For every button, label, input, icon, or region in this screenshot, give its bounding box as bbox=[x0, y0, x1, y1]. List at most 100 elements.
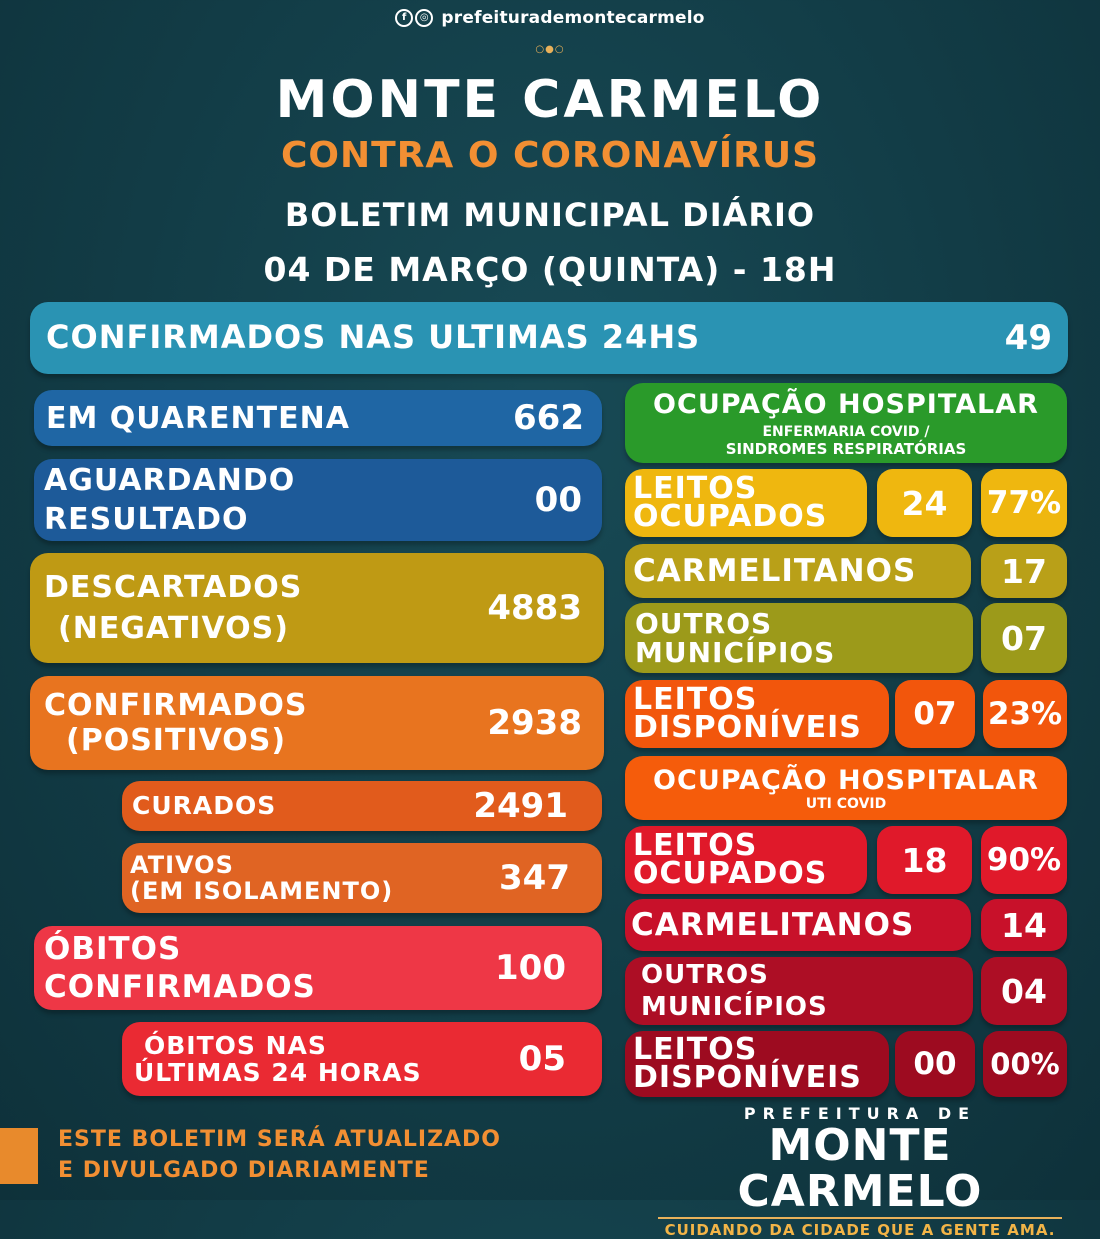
footer-accent-bar bbox=[0, 1128, 38, 1184]
uti-outros-line2: MUNICÍPIOS bbox=[641, 992, 828, 1022]
uti-title: OCUPAÇÃO HOSPITALAR bbox=[653, 764, 1039, 796]
brand-pre: PREFEITURA DE bbox=[743, 1104, 977, 1123]
uti-ocupados-line1: LEITOS bbox=[633, 827, 758, 863]
enf-carmelitanos-value: 17 bbox=[1001, 551, 1047, 591]
curados-card: CURADOS 2491 bbox=[122, 781, 602, 831]
descartados-label-line1: DESCARTADOS bbox=[44, 570, 303, 605]
enf-disponiveis-pct: 23% bbox=[987, 696, 1063, 732]
obitos-24h-label-line1: ÓBITOS NAS bbox=[144, 1030, 327, 1060]
enf-disponiveis-value: 07 bbox=[913, 696, 957, 732]
enf-carmelitanos-card: CARMELITANOS bbox=[625, 544, 971, 598]
facebook-icon: f bbox=[395, 9, 414, 27]
enfermaria-sub1: ENFERMARIA COVID / bbox=[762, 423, 930, 440]
confirmed-24h-label: CONFIRMADOS NAS ULTIMAS 24HS bbox=[46, 318, 701, 357]
enf-disponiveis-card: LEITOS DISPONÍVEIS bbox=[625, 680, 889, 748]
uti-carmelitanos-card: CARMELITANOS bbox=[625, 899, 971, 951]
enf-ocupados-line2: OCUPADOS bbox=[633, 499, 828, 534]
aguardando-label-line1: AGUARDANDO bbox=[44, 463, 296, 498]
confirmados-value: 2938 bbox=[487, 703, 582, 743]
obitos-value: 100 bbox=[495, 948, 566, 988]
enf-ocupados-pct-card: 77% bbox=[981, 469, 1067, 537]
enf-disponiveis-value-card: 07 bbox=[895, 680, 975, 748]
uti-leitos-ocupados-card: LEITOS OCUPADOS bbox=[625, 826, 867, 894]
enfermaria-title: OCUPAÇÃO HOSPITALAR bbox=[653, 388, 1039, 420]
enfermaria-sub2: SINDROMES RESPIRATÓRIAS bbox=[725, 439, 967, 458]
bulletin-title: BOLETIM MUNICIPAL DIÁRIO bbox=[284, 196, 816, 234]
footer-notice-line1: ESTE BOLETIM SERÁ ATUALIZADO bbox=[58, 1127, 502, 1152]
confirmed-24h-card: CONFIRMADOS NAS ULTIMAS 24HS 49 bbox=[30, 302, 1068, 374]
uti-disponiveis-pct: 00% bbox=[990, 1047, 1060, 1081]
enf-disponiveis-line2: DISPONÍVEIS bbox=[633, 710, 862, 745]
prefeitura-logo: PREFEITURA DE MONTE CARMELO CUIDANDO DA … bbox=[650, 1104, 1070, 1239]
descartados-value: 4883 bbox=[487, 588, 582, 628]
uti-ocupados-pct-card: 90% bbox=[981, 826, 1067, 894]
uti-header: OCUPAÇÃO HOSPITALAR UTI COVID bbox=[625, 756, 1067, 820]
ativos-card: ATIVOS (EM ISOLAMENTO) 347 bbox=[122, 843, 602, 913]
enf-outros-value-card: 07 bbox=[981, 603, 1067, 673]
enf-ocupados-line1: LEITOS bbox=[633, 470, 758, 506]
uti-outros-card: OUTROS MUNICÍPIOS bbox=[625, 957, 973, 1025]
enfermaria-header: OCUPAÇÃO HOSPITALAR ENFERMARIA COVID / S… bbox=[625, 383, 1067, 463]
uti-ocupados-value: 18 bbox=[901, 840, 948, 880]
uti-disponiveis-card: LEITOS DISPONÍVEIS bbox=[625, 1031, 889, 1097]
uti-disponiveis-line1: LEITOS bbox=[633, 1031, 758, 1067]
obitos-label-line1: ÓBITOS bbox=[44, 930, 182, 967]
uti-carmelitanos-value-card: 14 bbox=[981, 899, 1067, 951]
confirmados-label-line2: (POSITIVOS) bbox=[66, 723, 287, 758]
enf-disponiveis-pct-card: 23% bbox=[983, 680, 1067, 748]
enf-carmelitanos-label: CARMELITANOS bbox=[633, 552, 917, 589]
enf-outros-line2: MUNICÍPIOS bbox=[635, 636, 836, 669]
obitos-24h-card: ÓBITOS NAS ÚLTIMAS 24 HORAS 05 bbox=[122, 1022, 602, 1096]
uti-ocupados-pct: 90% bbox=[986, 842, 1062, 878]
uti-disponiveis-line2: DISPONÍVEIS bbox=[633, 1060, 862, 1095]
page-subtitle: CONTRA O CORONAVÍRUS bbox=[281, 135, 819, 176]
quarentena-card: EM QUARENTENA 662 bbox=[34, 390, 602, 446]
bulletin-date: 04 DE MARÇO (QUINTA) - 18H bbox=[263, 250, 837, 289]
uti-carmelitanos-label: CARMELITANOS bbox=[631, 906, 915, 943]
obitos-label-line2: CONFIRMADOS bbox=[44, 969, 316, 1005]
page-title: MONTE CARMELO bbox=[275, 70, 825, 130]
enf-outros-card: OUTROS MUNICÍPIOS bbox=[625, 603, 973, 673]
descartados-card: DESCARTADOS (NEGATIVOS) 4883 bbox=[30, 553, 604, 663]
ativos-label-line1: ATIVOS bbox=[130, 850, 234, 879]
quarentena-value: 662 bbox=[513, 398, 584, 438]
uti-disponiveis-value-card: 00 bbox=[895, 1031, 975, 1097]
footer-notice: ESTE BOLETIM SERÁ ATUALIZADO E DIVULGADO… bbox=[58, 1125, 501, 1187]
uti-ocupados-value-card: 18 bbox=[877, 826, 972, 894]
enf-ocupados-pct: 77% bbox=[986, 485, 1062, 521]
ativos-label-line2: (EM ISOLAMENTO) bbox=[130, 877, 394, 905]
curados-label: CURADOS bbox=[132, 791, 277, 821]
social-handle: f ◎ prefeiturademontecarmelo bbox=[0, 8, 1100, 28]
instagram-icon: ◎ bbox=[415, 9, 434, 27]
enf-outros-line1: OUTROS bbox=[635, 606, 773, 640]
ativos-value: 347 bbox=[499, 858, 570, 898]
enf-outros-value: 07 bbox=[1001, 618, 1047, 658]
obitos-24h-label-line2: ÚLTIMAS 24 HORAS bbox=[134, 1058, 422, 1087]
curados-value: 2491 bbox=[473, 786, 568, 826]
uti-outros-value-card: 04 bbox=[981, 957, 1067, 1025]
uti-disponiveis-pct-card: 00% bbox=[983, 1031, 1067, 1097]
brand-divider bbox=[658, 1217, 1062, 1220]
confirmados-label-line1: CONFIRMADOS bbox=[44, 688, 308, 723]
obitos-24h-value: 05 bbox=[518, 1039, 566, 1079]
aguardando-value: 00 bbox=[534, 480, 582, 520]
obitos-card: ÓBITOS CONFIRMADOS 100 bbox=[34, 926, 602, 1010]
uti-sub: UTI COVID bbox=[805, 795, 887, 812]
enf-ocupados-value-card: 24 bbox=[877, 469, 972, 537]
aguardando-label-line2: RESULTADO bbox=[44, 502, 249, 537]
uti-outros-line1: OUTROS bbox=[641, 959, 769, 990]
pagination-dots-icon: ○●○ bbox=[535, 44, 565, 55]
uti-carmelitanos-value: 14 bbox=[1001, 905, 1047, 945]
enf-carmelitanos-value-card: 17 bbox=[981, 544, 1067, 598]
uti-outros-value: 04 bbox=[1001, 971, 1047, 1011]
aguardando-card: AGUARDANDO RESULTADO 00 bbox=[34, 459, 602, 541]
quarentena-label: EM QUARENTENA bbox=[46, 400, 350, 436]
descartados-label-line2: (NEGATIVOS) bbox=[58, 611, 289, 646]
footer-notice-line2: E DIVULGADO DIARIAMENTE bbox=[58, 1157, 430, 1183]
enf-ocupados-value: 24 bbox=[901, 483, 948, 523]
confirmed-24h-value: 49 bbox=[1004, 318, 1052, 358]
uti-disponiveis-value: 00 bbox=[913, 1046, 957, 1082]
social-handle-text: prefeiturademontecarmelo bbox=[441, 8, 705, 28]
brand-name: MONTE CARMELO bbox=[737, 1120, 983, 1218]
uti-ocupados-line2: OCUPADOS bbox=[633, 856, 828, 891]
